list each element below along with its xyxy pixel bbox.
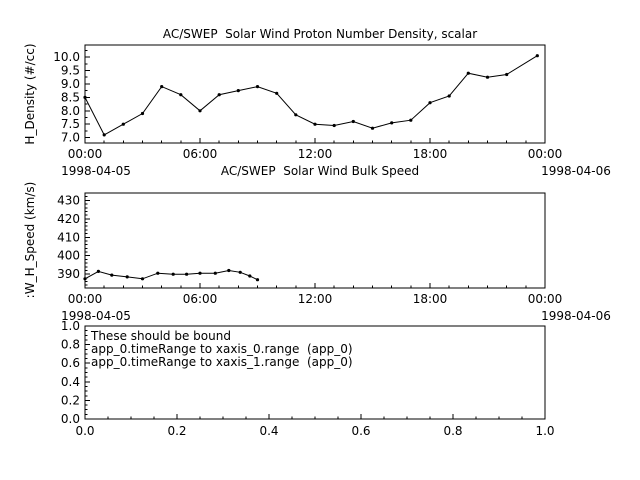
svg-text:390: 390: [57, 267, 80, 281]
svg-text:7.0: 7.0: [61, 131, 80, 145]
svg-text:0.0: 0.0: [75, 424, 94, 438]
svg-text:12:00: 12:00: [298, 292, 333, 306]
svg-text:00:00: 00:00: [528, 147, 563, 161]
chart1-end-date: 1998-04-06: [541, 309, 611, 323]
svg-text:06:00: 06:00: [183, 292, 218, 306]
svg-text:420: 420: [57, 212, 80, 226]
svg-text:0.2: 0.2: [167, 424, 186, 438]
chart0-yaxis-label: H_Density (#/cc): [23, 43, 37, 145]
plot-area-0[interactable]: 7.07.58.08.59.09.510.0 00:00 06:00 12:00 18:…: [0, 40, 640, 170]
binding-annotation-line-3: app_0.timeRange to xaxis_1.range (app_0): [91, 355, 353, 369]
svg-text:430: 430: [57, 193, 80, 207]
svg-text:400: 400: [57, 249, 80, 263]
svg-text:0.4: 0.4: [259, 424, 278, 438]
svg-text:8.0: 8.0: [61, 104, 80, 118]
svg-text:8.5: 8.5: [61, 90, 80, 104]
svg-text:0.2: 0.2: [61, 393, 80, 407]
svg-text:0.4: 0.4: [61, 375, 80, 389]
svg-text:10.0: 10.0: [53, 50, 80, 64]
svg-text:1.0: 1.0: [61, 320, 80, 333]
chart1-title: AC/SWEP Solar Wind Bulk Speed: [220, 164, 420, 178]
svg-text:410: 410: [57, 230, 80, 244]
svg-text:18:00: 18:00: [413, 147, 448, 161]
svg-text:00:00: 00:00: [68, 292, 103, 306]
svg-text:0.8: 0.8: [443, 424, 462, 438]
binding-annotation-line-1: These should be bound: [91, 329, 231, 343]
svg-text:9.5: 9.5: [61, 64, 80, 78]
svg-text:0.6: 0.6: [351, 424, 370, 438]
chart1-yaxis-label: :W_H_Speed (km/s): [23, 181, 37, 299]
svg-text:0.8: 0.8: [61, 338, 80, 352]
svg-text:00:00: 00:00: [528, 292, 563, 306]
chart0-start-date: 1998-04-05: [61, 164, 131, 178]
svg-text:7.5: 7.5: [61, 117, 80, 131]
svg-text:0.6: 0.6: [61, 356, 80, 370]
chart1-start-date: 1998-04-05: [61, 309, 131, 323]
svg-text:18:00: 18:00: [413, 292, 448, 306]
plot-area-1[interactable]: 390 400 410 420 430 00:00 06:00 12:00 18:00 00:00: [0, 185, 640, 315]
svg-text:1.0: 1.0: [535, 424, 554, 438]
svg-text:12:00: 12:00: [298, 147, 333, 161]
svg-text:9.0: 9.0: [61, 77, 80, 91]
svg-text:06:00: 06:00: [183, 147, 218, 161]
plot-area-2[interactable]: 0.0 0.2 0.4 0.6 0.8 1.0 0.0 0.2 0.4 0.6 0.8 1.0: [0, 320, 640, 450]
binding-annotation-line-2: app_0.timeRange to xaxis_0.range (app_0): [91, 342, 353, 356]
svg-text:00:00: 00:00: [68, 147, 103, 161]
chart0-title: AC/SWEP Solar Wind Proton Number Density…: [162, 27, 478, 41]
svg-text:0.0: 0.0: [61, 412, 80, 426]
chart0-end-date: 1998-04-06: [541, 164, 611, 178]
